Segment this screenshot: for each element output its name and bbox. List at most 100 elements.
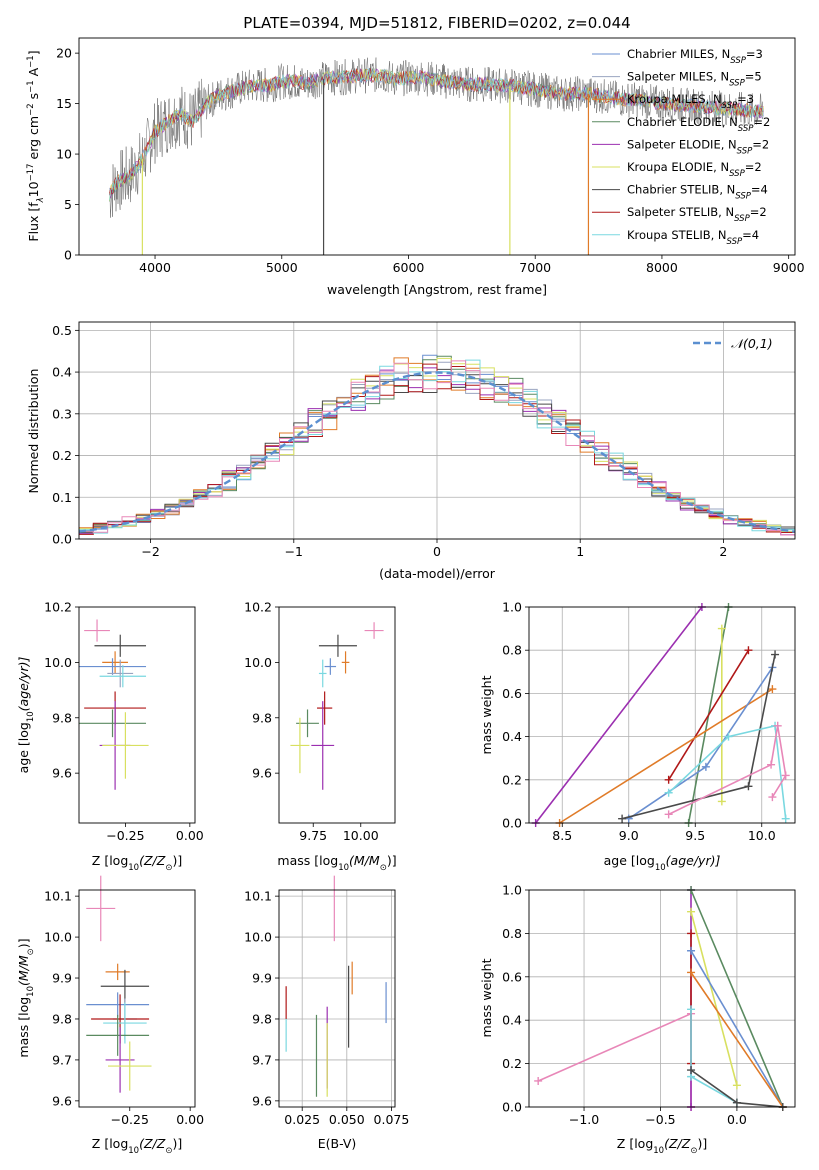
series-lines <box>531 603 790 827</box>
y-tick-label: 0.4 <box>502 1013 522 1028</box>
y-tick-label: 15 <box>56 96 72 111</box>
data-point-marker <box>724 732 733 741</box>
y-tick-label: 9.6 <box>52 1093 72 1108</box>
age-vs-mass-panel: 9.75 10.00 9.6 9.8 10.0 10.2 <box>244 600 396 843</box>
legend-entry: Kroupa STELIB, NSSP=4 <box>627 228 759 247</box>
series-line-kroupa-stelib <box>109 67 764 201</box>
x-tick-label: −0.25 <box>111 1112 149 1127</box>
series-line-salpeter-elodie <box>535 606 703 824</box>
y-tick-label: 0.8 <box>502 643 522 658</box>
series-line-pink <box>668 725 787 816</box>
data-point-marker <box>773 721 782 730</box>
spectrum-legend: Chabrier MILES, NSSP=3 Salpeter MILES, NS… <box>592 47 770 247</box>
data-point-marker <box>687 929 696 938</box>
data-point-marker <box>618 814 627 823</box>
data-point-marker <box>687 907 696 916</box>
x-tick-label: 5000 <box>266 260 298 275</box>
y-axis-label: age [log10(age/yr)] <box>16 657 36 774</box>
series-line-kroupa-elodie <box>690 911 738 1086</box>
y-tick-label: 0.0 <box>52 532 72 547</box>
x-tick-label: 0.050 <box>329 1112 365 1127</box>
y-tick-label: 20 <box>56 46 72 61</box>
histogram-chabrier-stelib <box>79 368 795 537</box>
data-point-marker <box>732 1098 741 1107</box>
legend-entry: Chabrier STELIB, NSSP=4 <box>627 183 768 202</box>
y-tick-label: 9.6 <box>252 1093 272 1108</box>
y-axis-label: mass weight <box>479 675 494 754</box>
series-line-kroupa-stelib <box>690 1009 738 1104</box>
x-tick-label: 6000 <box>393 260 425 275</box>
y-tick-label: 10.0 <box>44 655 72 670</box>
y-tick-label: 0.0 <box>502 816 522 831</box>
x-axis-label: (data-model)/error <box>379 566 496 581</box>
data-point-marker <box>744 782 753 791</box>
residuals-panel: −2 −1 0 1 2 0.0 0.1 0.2 0.3 0.4 0.5 <box>52 321 796 559</box>
data-point-marker <box>687 1005 696 1014</box>
data-point-marker <box>771 650 780 659</box>
y-tick-label: 0.2 <box>502 1056 522 1071</box>
y-tick-label: 0.3 <box>52 406 72 421</box>
series-line-salpeter-stelib <box>109 67 764 195</box>
y-tick-label: 9.8 <box>252 1011 272 1026</box>
x-tick-label: 0.00 <box>176 1112 204 1127</box>
x-tick-label: 0.0 <box>727 1112 747 1127</box>
massweight-vs-age-panel: 8.5 9.0 9.5 10.0 0.0 0.2 0.4 0.6 0.8 1.0 <box>502 600 796 843</box>
x-tick-label: 9.0 <box>619 828 639 843</box>
data-point-marker <box>664 788 673 797</box>
mass-vs-ebv-panel: 0.025 0.050 0.075 9.6 9.7 9.8 9.9 10.0 10.1 <box>244 875 410 1127</box>
x-axis-label: E(B-V) <box>318 1136 357 1151</box>
data-point-marker <box>768 793 777 802</box>
series-lines <box>534 886 787 1111</box>
axes-frame <box>278 889 396 1108</box>
legend-entry: Kroupa ELODIE, NSSP=2 <box>627 160 762 179</box>
x-axis-label: mass [log10(M/M⊙)] <box>277 853 396 873</box>
series-line-chabrier-elodie <box>690 889 784 1108</box>
y-tick-label: 0.5 <box>52 323 72 338</box>
y-tick-label: 9.6 <box>52 766 72 781</box>
series-line-kroupa-miles <box>109 69 764 196</box>
axes-frame <box>78 37 796 256</box>
y-tick-label: 5 <box>64 197 72 212</box>
x-tick-label: 0.025 <box>284 1112 320 1127</box>
legend-entry: Salpeter MILES, NSSP=5 <box>627 70 762 89</box>
age-vs-Z-panel: −0.25 0.00 9.6 9.8 10.0 10.2 <box>44 600 204 844</box>
x-axis-label: wavelength [Angstrom, rest frame] <box>327 282 547 297</box>
data-point-marker <box>717 624 726 633</box>
data-point-marker <box>781 814 790 823</box>
x-axis-label: Z [log10(Z/Z⊙)] <box>617 1136 707 1156</box>
normal-curve <box>79 371 795 533</box>
y-tick-label: 1.0 <box>502 883 522 898</box>
series-line-salpeter-elodie <box>109 68 764 199</box>
x-tick-label: −2 <box>141 544 159 559</box>
y-tick-label: 0.0 <box>502 1100 522 1115</box>
y-axis-label: mass weight <box>479 958 494 1037</box>
x-tick-label: −0.5 <box>645 1112 675 1127</box>
y-tick-label: 0.1 <box>52 490 72 505</box>
y-tick-label: 9.7 <box>52 1052 72 1067</box>
y-axis-label: mass [log10(M/M⊙)] <box>16 938 36 1057</box>
y-tick-label: 0.6 <box>502 969 522 984</box>
series-line-kroupa-miles <box>559 688 773 824</box>
x-tick-label: 10.00 <box>343 828 379 843</box>
x-tick-label: 0.075 <box>374 1112 410 1127</box>
series-line-chabrier-miles <box>109 68 764 196</box>
x-axis-label: age [log10(age/yr)] <box>604 853 721 873</box>
x-tick-label: 9.75 <box>299 828 327 843</box>
y-tick-label: 10 <box>56 147 72 162</box>
y-tick-label: 9.9 <box>52 971 72 986</box>
y-tick-label: 0 <box>64 248 72 263</box>
x-tick-label: 7000 <box>519 260 551 275</box>
y-tick-label: 10.0 <box>244 930 272 945</box>
series-line-salpeter-miles <box>109 68 764 194</box>
data-point-marker <box>701 762 710 771</box>
y-tick-label: 10.2 <box>244 600 272 615</box>
axes-frame <box>528 606 796 824</box>
series-line-chabrier-miles <box>690 950 784 1108</box>
y-tick-label: 9.9 <box>252 971 272 986</box>
legend-entry: Chabrier MILES, NSSP=3 <box>627 47 763 66</box>
y-tick-label: 1.0 <box>502 600 522 615</box>
y-tick-label: 0.4 <box>52 365 72 380</box>
x-tick-label: −1.0 <box>569 1112 599 1127</box>
y-tick-label: 9.6 <box>252 766 272 781</box>
data-point-marker <box>687 946 696 955</box>
